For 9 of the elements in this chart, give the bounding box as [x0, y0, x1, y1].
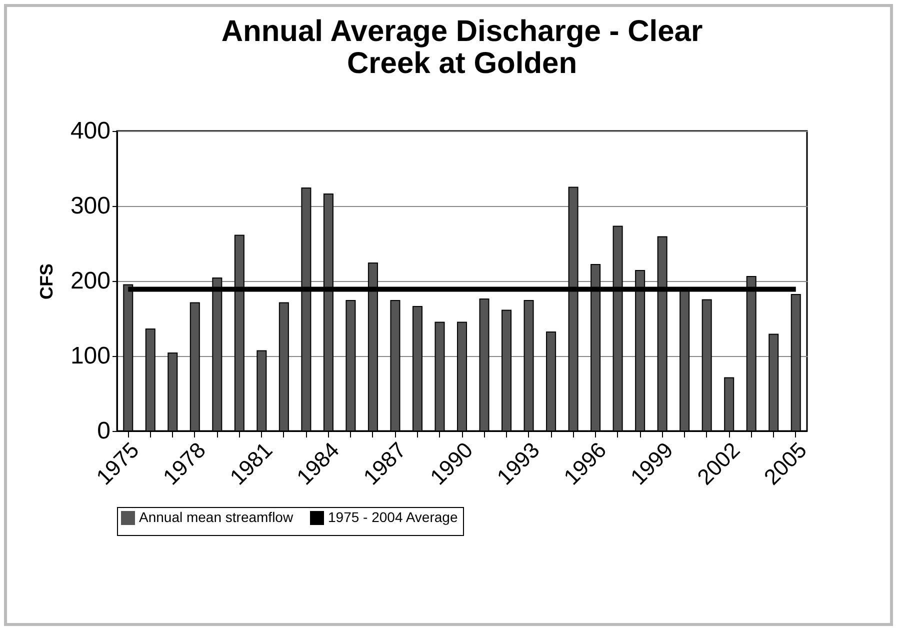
y-tick-label: 100 — [70, 342, 110, 370]
y-tick-label: 200 — [70, 268, 110, 294]
y-tick-label: 0 — [97, 418, 110, 444]
y-tick-label: 400 — [70, 118, 110, 144]
chart-title: Annual Average Discharge - Clear Creek at Golden — [221, 15, 703, 80]
y-axis-title: CFS — [36, 264, 56, 300]
y-tick-label: 300 — [70, 192, 110, 220]
legend-label: 1975 - 2004 Average — [328, 509, 458, 525]
legend-label: Annual mean streamflow — [139, 509, 294, 525]
